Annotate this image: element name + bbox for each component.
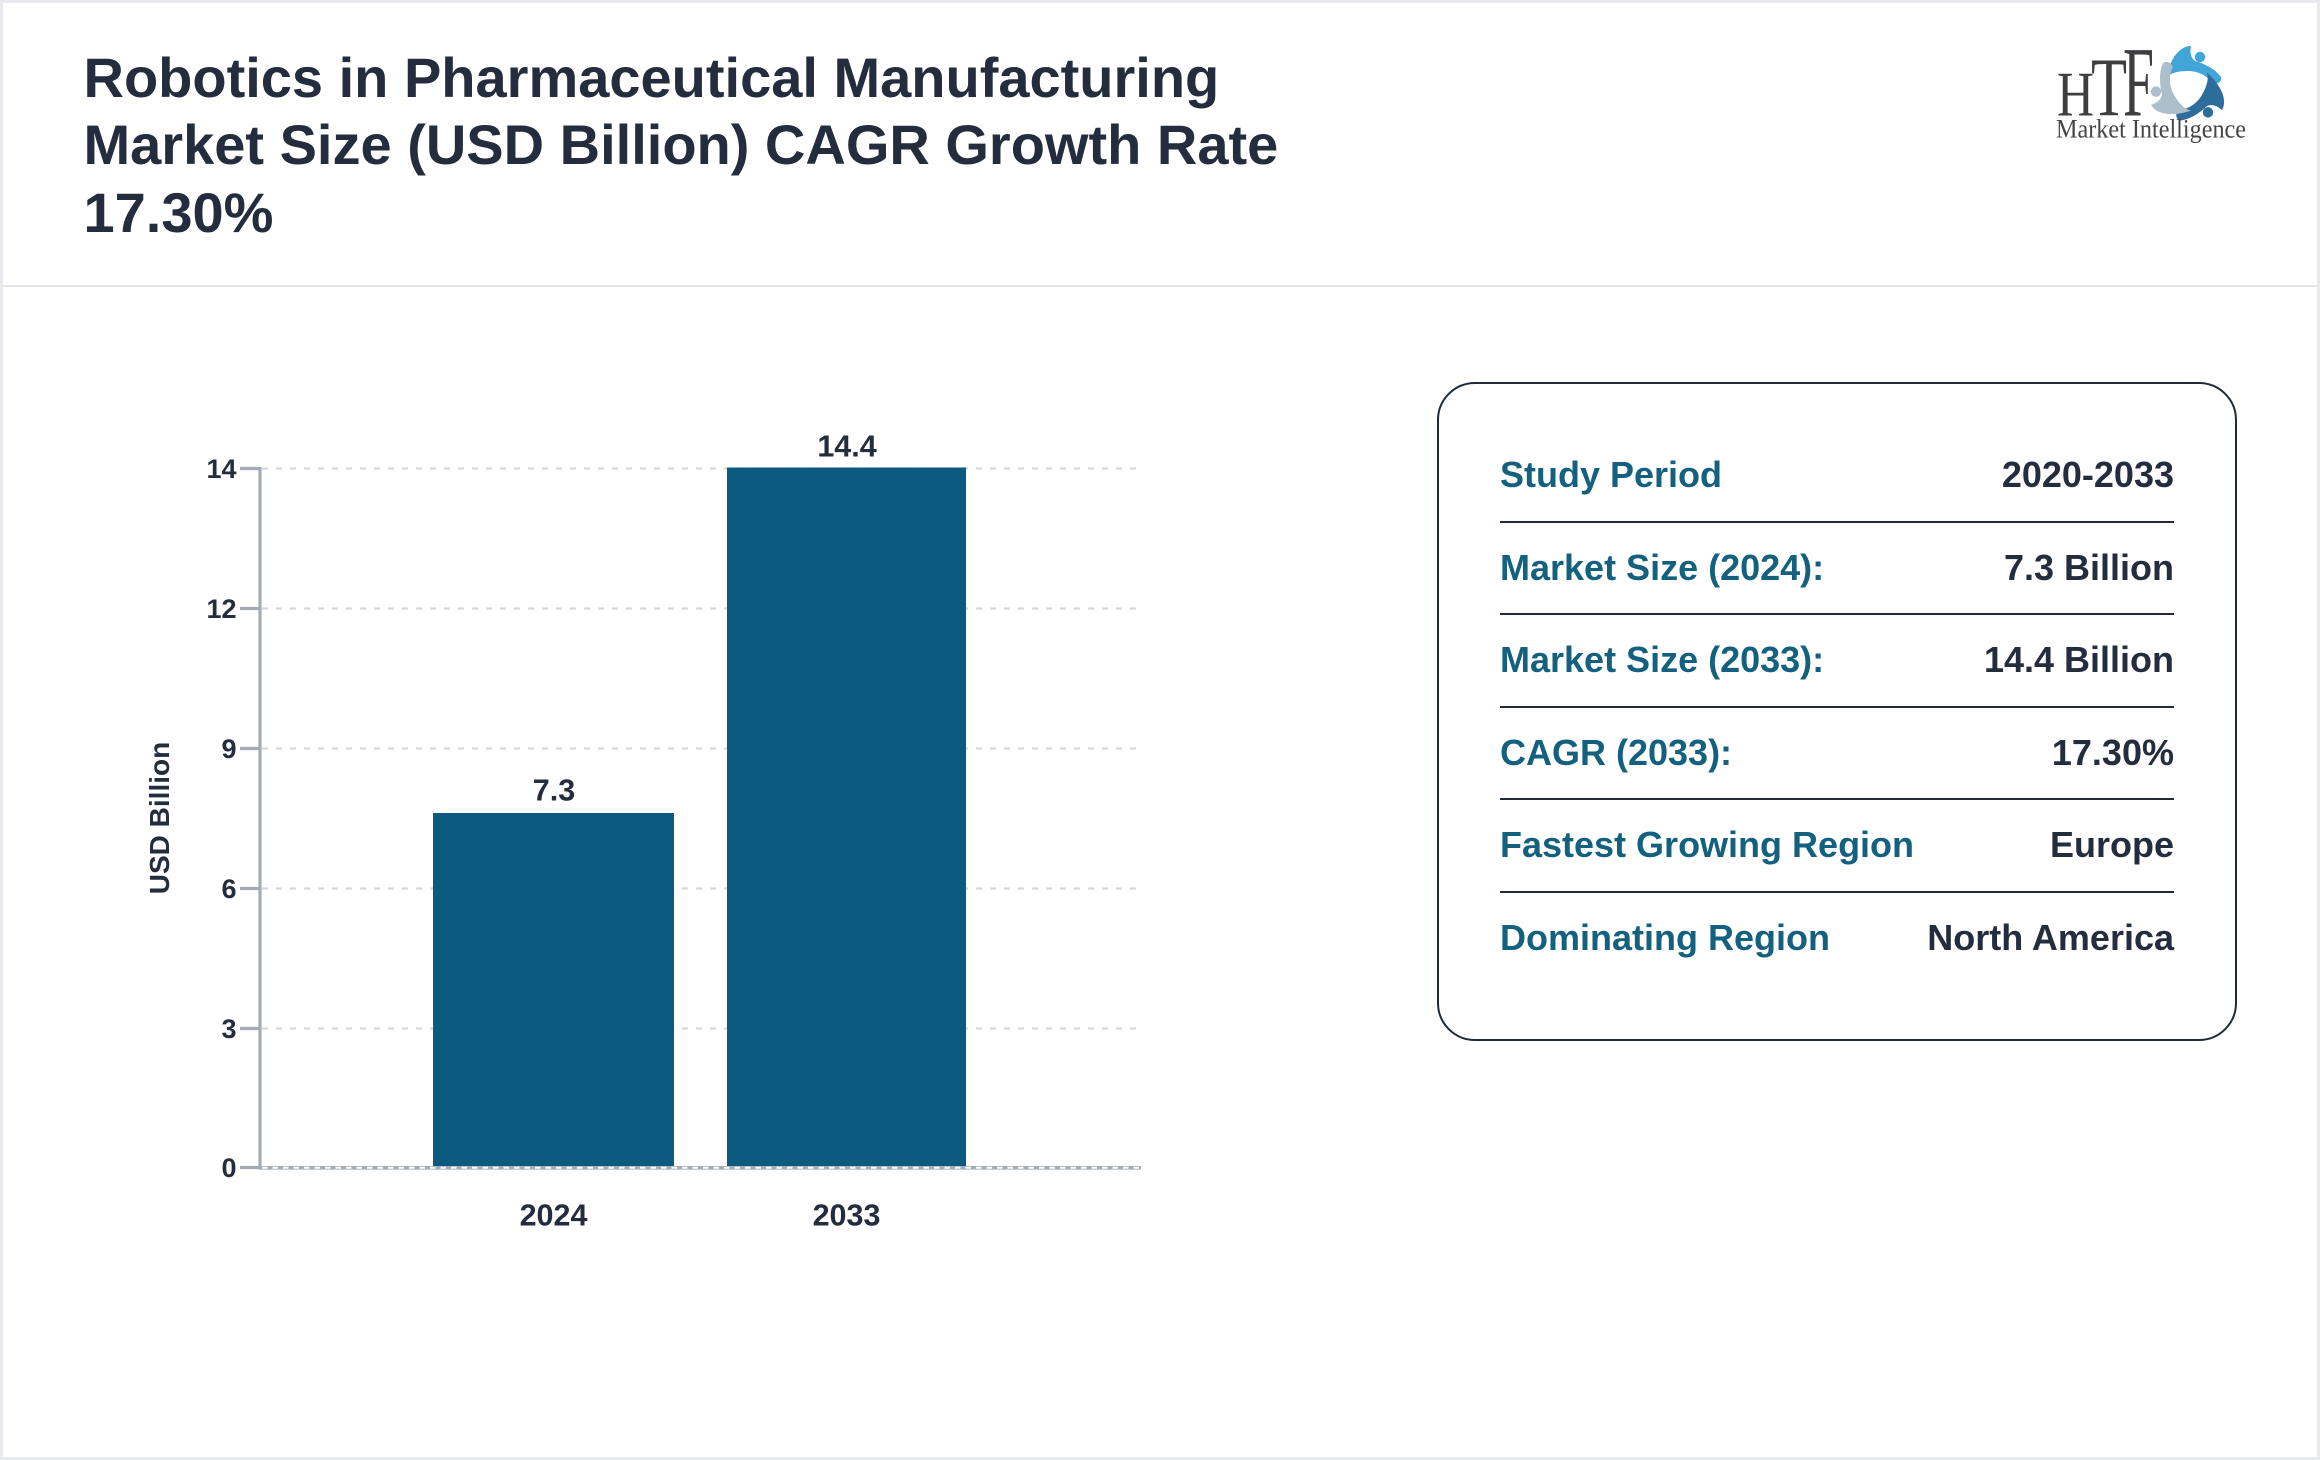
svg-text:Market Intelligence: Market Intelligence <box>2056 114 2246 143</box>
svg-text:6: 6 <box>221 874 236 904</box>
svg-text:12: 12 <box>206 594 236 624</box>
svg-text:14.4: 14.4 <box>817 429 876 463</box>
svg-text:USD Billion: USD Billion <box>144 742 175 894</box>
svg-text:0: 0 <box>221 1153 236 1183</box>
svg-text:F: F <box>2123 30 2154 138</box>
svg-text:3: 3 <box>221 1014 236 1044</box>
svg-text:14: 14 <box>206 454 236 484</box>
svg-text:7.3: 7.3 <box>533 774 575 808</box>
svg-text:H: H <box>2057 59 2094 130</box>
svg-text:T: T <box>2091 42 2127 135</box>
svg-text:2024: 2024 <box>520 1199 588 1233</box>
svg-text:2033: 2033 <box>813 1199 881 1233</box>
svg-text:9: 9 <box>221 734 236 764</box>
